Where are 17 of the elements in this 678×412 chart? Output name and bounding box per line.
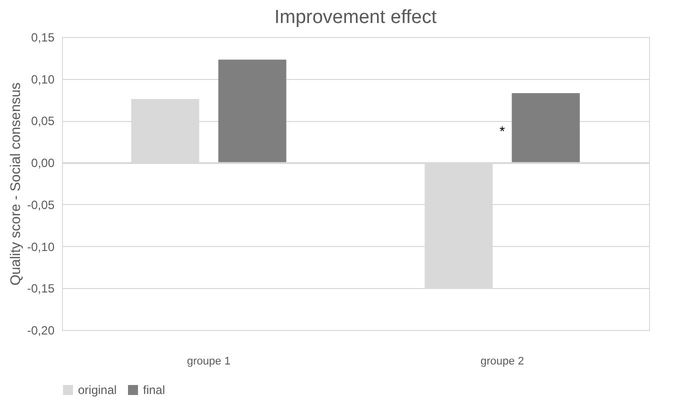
y-tick-label: 0,15 xyxy=(31,30,55,44)
x-tick-label: groupe 1 xyxy=(187,356,230,368)
y-tick-label: -0,10 xyxy=(27,240,55,254)
y-tick-label: 0,10 xyxy=(31,72,55,86)
legend-label: final xyxy=(143,383,166,397)
x-tick-label: groupe 2 xyxy=(480,356,524,368)
y-tick-label: 0,00 xyxy=(31,156,55,170)
y-tick-label: -0,20 xyxy=(27,324,55,338)
legend-label: original xyxy=(78,383,117,397)
y-tick-label: 0,05 xyxy=(31,114,55,128)
bar xyxy=(218,60,286,163)
y-axis-title: Quality score - Social consensus xyxy=(7,82,24,286)
y-tick-label: -0,05 xyxy=(27,198,55,212)
bar xyxy=(512,93,580,163)
y-tick-label: -0,15 xyxy=(27,282,55,296)
annotation: * xyxy=(500,123,506,139)
chart-title: Improvement effect xyxy=(274,7,438,28)
